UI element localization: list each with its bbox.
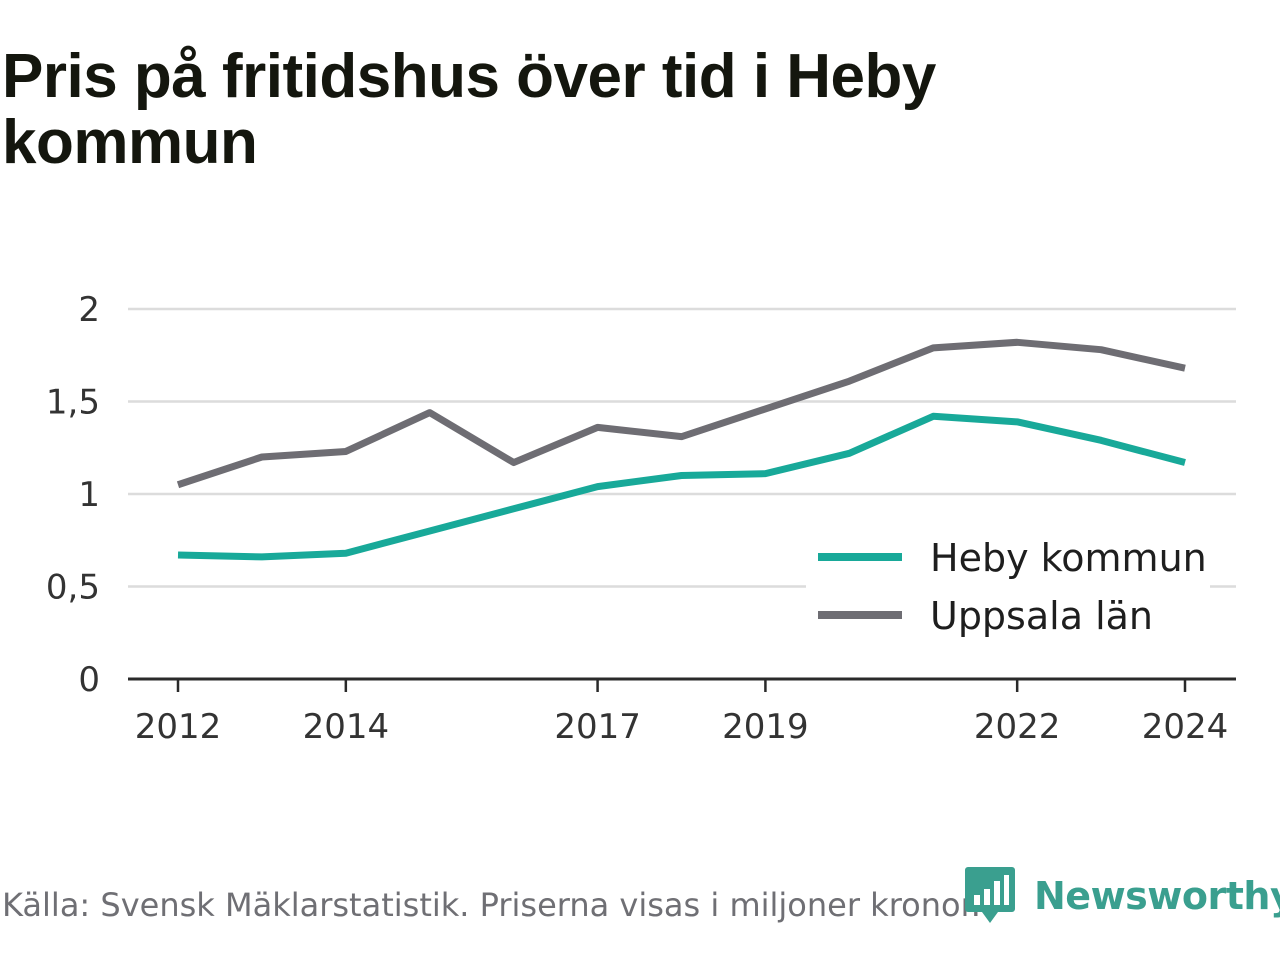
y-tick-label: 2 xyxy=(78,290,100,330)
y-tick-label: 1 xyxy=(78,475,100,515)
series-line xyxy=(176,338,1186,489)
series-line xyxy=(177,412,1186,561)
x-tick-label: 2024 xyxy=(1142,707,1229,747)
newsworthy-logo-icon xyxy=(965,867,1015,923)
x-tick-label: 2022 xyxy=(974,707,1061,747)
chart-title: Pris på fritidshus över tid i Heby kommu… xyxy=(2,42,936,177)
brand-logo: Newsworthy xyxy=(964,864,1280,928)
y-tick-label: 0 xyxy=(78,660,100,700)
y-tick-label: 0,5 xyxy=(46,568,100,608)
legend-background xyxy=(806,528,1210,646)
grid-lines xyxy=(128,307,1236,681)
x-tick-label: 2017 xyxy=(554,707,641,747)
source-note: Källa: Svensk Mäklarstatistik. Priserna … xyxy=(2,886,981,924)
series-lines xyxy=(176,338,1186,561)
x-axis-ticks: 2012 2014 2017 2019 2022 2024 xyxy=(135,679,1229,747)
legend-label: Heby kommun xyxy=(930,536,1207,580)
x-tick-label: 2014 xyxy=(303,707,390,747)
y-tick-label: 1,5 xyxy=(46,383,100,423)
legend: Heby kommun Uppsala län xyxy=(806,528,1210,646)
y-axis-ticks: 0 0,5 1 1,5 2 xyxy=(46,290,100,700)
x-tick-label: 2012 xyxy=(135,707,222,747)
brand-name: Newsworthy xyxy=(1034,874,1280,918)
x-tick-label: 2019 xyxy=(722,707,809,747)
legend-label: Uppsala län xyxy=(930,594,1153,638)
